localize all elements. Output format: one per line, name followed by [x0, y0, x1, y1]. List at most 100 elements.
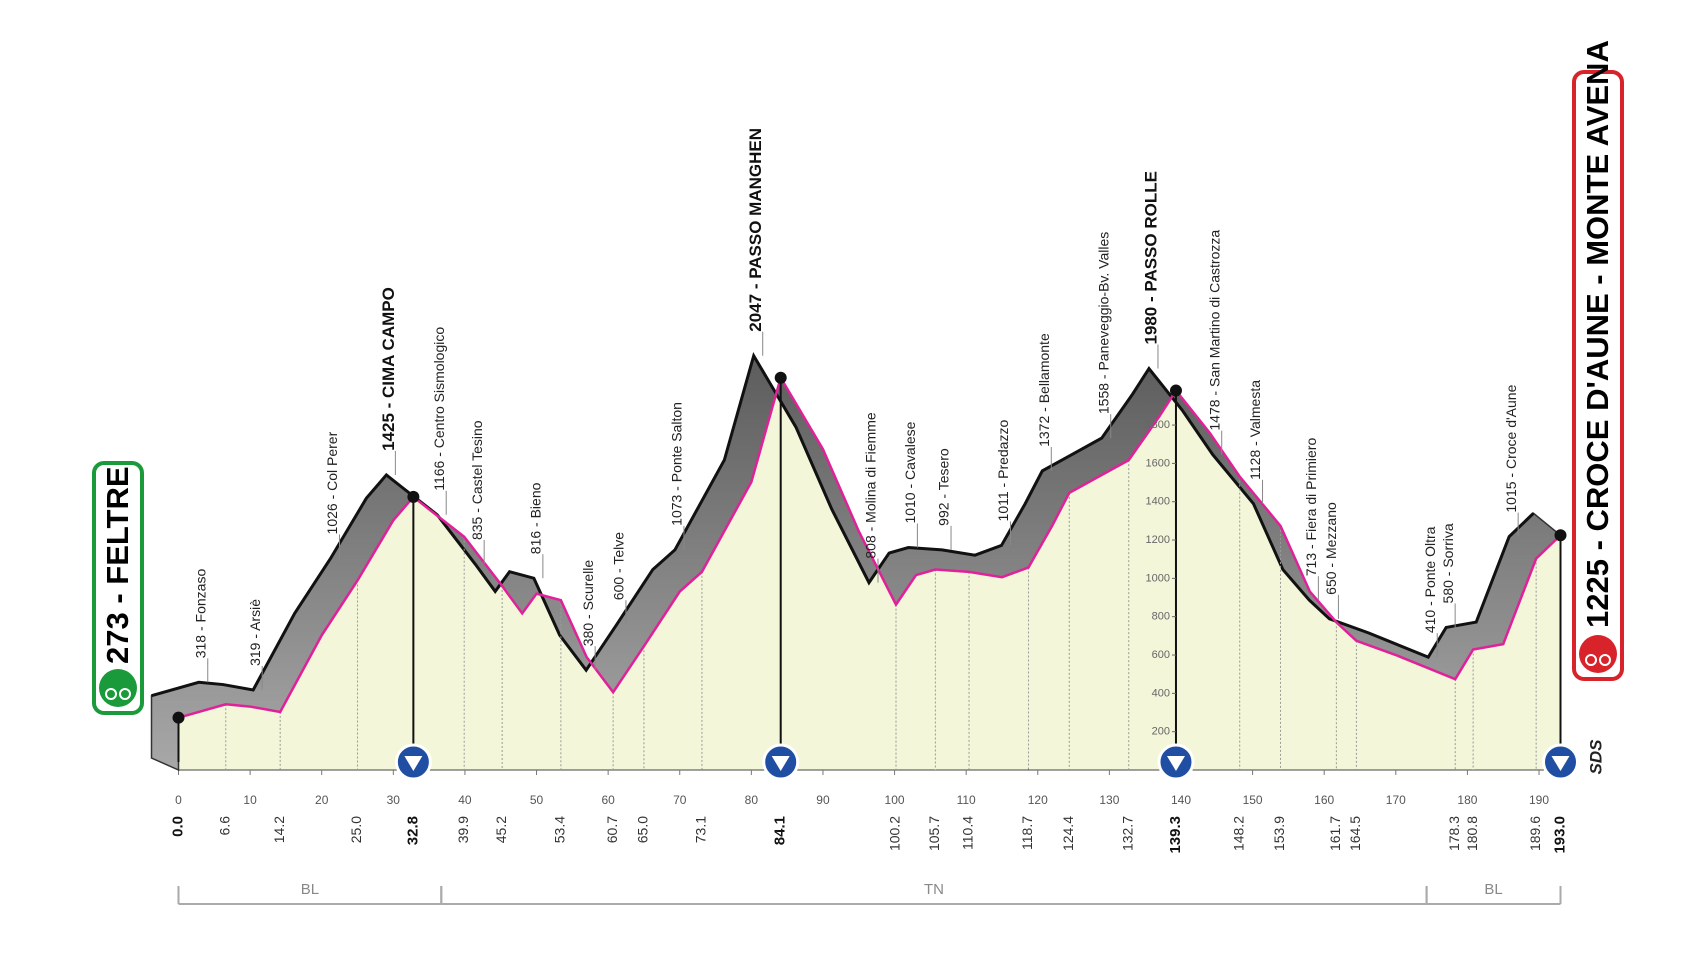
place-label: 650 - Mezzano: [1323, 502, 1339, 595]
km-label: 132.7: [1119, 816, 1135, 851]
climb-icon-arrow: [404, 756, 423, 771]
km-label: 164.5: [1347, 816, 1363, 851]
x-tick-label: 100: [885, 793, 905, 807]
km-label: 45.2: [493, 816, 509, 843]
place-label: 1558 - Paneveggio-Bv. Valles: [1095, 232, 1111, 414]
place-label: 1026 - Col Perer: [324, 431, 340, 534]
place-label: 319 - Arsiè: [247, 599, 263, 666]
summit-dot: [172, 711, 185, 724]
region-label: BL: [1484, 881, 1502, 898]
finish-frame: [1572, 70, 1624, 681]
x-tick-label: 20: [315, 793, 329, 807]
start-frame: [92, 461, 144, 715]
km-label: 25.0: [348, 816, 364, 843]
finish-icon-wheel: [1585, 654, 1597, 666]
km-label: 73.1: [693, 816, 709, 843]
km-label: 139.3: [1167, 816, 1184, 854]
place-label: 713 - Fiera di Primiero: [1303, 438, 1319, 577]
start-icon-wheel: [119, 688, 131, 700]
km-label: 180.8: [1464, 816, 1480, 851]
km-label: 60.7: [604, 816, 620, 843]
summit-dot: [1554, 529, 1567, 542]
y-tick-label: 1000: [1145, 572, 1169, 584]
place-label: 992 - Tesero: [936, 448, 952, 526]
y-tick-label: 1800: [1145, 419, 1169, 431]
place-label: 380 - Scurelle: [580, 560, 596, 647]
start-label: 273 - FELTRE: [100, 466, 135, 664]
y-tick-label: 1400: [1145, 496, 1169, 508]
km-label: 178.3: [1446, 816, 1462, 851]
x-tick-label: 150: [1243, 793, 1263, 807]
place-label: 808 - Molina di Fiemme: [863, 412, 879, 558]
x-tick-label: 180: [1457, 793, 1477, 807]
y-tick-label: 200: [1152, 726, 1170, 738]
summit-dot: [407, 490, 420, 503]
x-tick-label: 140: [1171, 793, 1191, 807]
km-label: 65.0: [635, 816, 651, 843]
place-label: 1073 - Ponte Salton: [669, 402, 685, 526]
km-label: 110.4: [960, 816, 976, 850]
x-tick-label: 40: [458, 793, 472, 807]
place-label: 2047 - PASSO MANGHEN: [746, 128, 765, 332]
km-label: 105.7: [926, 816, 942, 851]
km-label: 193.0: [1551, 816, 1568, 854]
relief-top: [151, 351, 1535, 698]
y-tick-label: 1600: [1145, 457, 1169, 469]
place-label: 600 - Telve: [611, 532, 627, 600]
y-tick-label: 400: [1152, 687, 1170, 699]
km-label: 0.0: [169, 816, 186, 837]
y-tick-label: 800: [1152, 611, 1170, 623]
climb-icon-arrow: [1166, 756, 1185, 771]
km-label: 53.4: [552, 816, 568, 843]
place-label: 1980 - PASSO ROLLE: [1141, 171, 1160, 345]
km-label: 118.7: [1019, 816, 1035, 850]
km-label: 148.2: [1230, 816, 1246, 851]
km-label: 39.9: [455, 816, 471, 843]
place-label: 318 - Fonzaso: [192, 569, 208, 659]
x-tick-label: 60: [601, 793, 615, 807]
start-icon-wheel: [105, 688, 117, 700]
place-label: 1128 - Valmesta: [1247, 380, 1263, 480]
x-tick-label: 30: [387, 793, 401, 807]
x-tick-label: 110: [957, 793, 976, 807]
region-label: BL: [301, 881, 319, 898]
y-tick-label: 1200: [1145, 534, 1169, 546]
km-label: 153.9: [1271, 816, 1287, 851]
km-label: 32.8: [404, 816, 421, 845]
x-tick-label: 0: [175, 793, 182, 807]
x-tick-label: 170: [1386, 793, 1406, 807]
km-label: 161.7: [1327, 816, 1343, 851]
km-label: 100.2: [887, 816, 903, 851]
finish-icon-wheel: [1599, 654, 1611, 666]
x-tick-label: 80: [745, 793, 759, 807]
km-label: 14.2: [271, 816, 287, 843]
finish-icon: [1579, 635, 1617, 673]
place-label: 1478 - San Martino di Castrozza: [1206, 230, 1222, 431]
start-icon: [99, 669, 137, 707]
x-tick-label: 50: [530, 793, 544, 807]
place-label: 1010 - Cavalese: [902, 421, 918, 523]
place-label: 835 - Castel Tesino: [469, 420, 485, 540]
x-tick-label: 130: [1099, 793, 1119, 807]
finish-label: 1225 - CROCE D'AUNE - MONTE AVENA: [1580, 40, 1615, 628]
x-tick-label: 70: [673, 793, 687, 807]
place-label: 1372 - Bellamonte: [1036, 333, 1052, 447]
x-tick-label: 90: [816, 793, 830, 807]
place-label: 1425 - CIMA CAMPO: [379, 287, 398, 451]
place-label: 816 - Bieno: [528, 482, 544, 554]
start-box: 273 - FELTRE: [92, 461, 144, 715]
place-label: 580 - Sorriva: [1440, 523, 1456, 603]
km-label: 124.4: [1060, 816, 1076, 851]
x-tick-label: 190: [1529, 793, 1549, 807]
x-tick-label: 10: [243, 793, 257, 807]
place-label: 1011 - Predazzo: [995, 420, 1011, 522]
profile-line: [178, 374, 1562, 719]
km-label: 189.6: [1527, 816, 1543, 851]
y-tick-label: 600: [1152, 649, 1170, 661]
x-tick-label: 120: [1028, 793, 1048, 807]
logo: SDS: [1586, 739, 1605, 775]
km-label: 6.6: [216, 816, 232, 836]
summit-dot: [1169, 384, 1182, 397]
